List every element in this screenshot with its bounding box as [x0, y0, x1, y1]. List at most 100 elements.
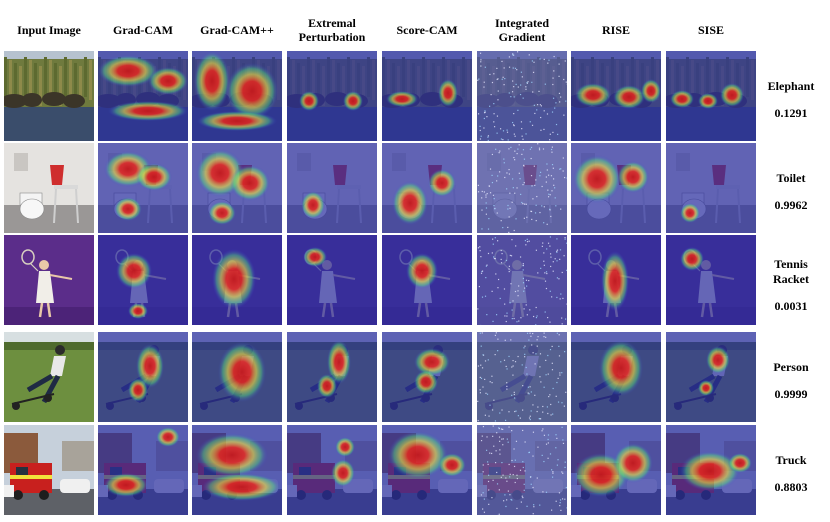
- saliency-map-grad-cam-truck: [98, 425, 188, 515]
- heatmap-overlay: [98, 235, 188, 325]
- heatmap-overlay: [571, 425, 661, 515]
- heatmap-overlay: [287, 332, 377, 422]
- row-label-truck: Truck 0.8803: [756, 453, 826, 495]
- saliency-map-grad-cam-tennis-racket: [192, 235, 282, 325]
- saliency-map-rise-tennis-racket: [571, 235, 661, 325]
- saliency-map-grad-cam-elephant: [98, 51, 188, 141]
- class-name: Truck: [775, 453, 807, 467]
- saliency-map-grad-cam-toilet: [192, 143, 282, 233]
- column-header-sise: SISE: [697, 23, 725, 37]
- confidence-score: 0.8803: [774, 480, 808, 494]
- input-image-toilet: [4, 143, 94, 233]
- saliency-map-extremal-perturbation-toilet: [287, 143, 377, 233]
- heatmap-overlay: [192, 51, 282, 141]
- heatmap-overlay: [571, 332, 661, 422]
- confidence-score: 0.9962: [774, 198, 808, 212]
- class-name: Tennis Racket: [773, 257, 809, 286]
- heatmap-overlay: [382, 425, 472, 515]
- row-label-elephant: Elephant 0.1291: [756, 79, 826, 121]
- saliency-map-sise-toilet: [666, 143, 756, 233]
- saliency-map-rise-toilet: [571, 143, 661, 233]
- saliency-map-integrated-gradient-toilet: [477, 143, 567, 233]
- heatmap-overlay: [666, 425, 756, 515]
- heatmap-overlay: [287, 51, 377, 141]
- confidence-score: 0.1291: [774, 106, 808, 120]
- class-name: Person: [773, 360, 809, 374]
- saliency-map-extremal-perturbation-truck: [287, 425, 377, 515]
- heatmap-overlay: [571, 235, 661, 325]
- saliency-map-integrated-gradient-person: [477, 332, 567, 422]
- photo: [4, 51, 94, 141]
- saliency-map-score-cam-elephant: [382, 51, 472, 141]
- saliency-map-rise-elephant: [571, 51, 661, 141]
- column-header-extremal-perturbation: Extremal Perturbation: [298, 16, 366, 44]
- saliency-map-score-cam-tennis-racket: [382, 235, 472, 325]
- heatmap-overlay: [382, 143, 472, 233]
- saliency-map-extremal-perturbation-elephant: [287, 51, 377, 141]
- heatmap-overlay: [477, 235, 567, 325]
- saliency-map-score-cam-truck: [382, 425, 472, 515]
- heatmap-overlay: [98, 332, 188, 422]
- saliency-map-sise-tennis-racket: [666, 235, 756, 325]
- heatmap-overlay: [192, 425, 282, 515]
- heatmap-overlay: [571, 143, 661, 233]
- column-header-grad-cam: Grad-CAM: [113, 23, 173, 37]
- column-header-input-image: Input Image: [17, 23, 81, 37]
- saliency-map-rise-person: [571, 332, 661, 422]
- heatmap-overlay: [477, 143, 567, 233]
- heatmap-overlay: [287, 425, 377, 515]
- saliency-map-grad-cam-truck: [192, 425, 282, 515]
- saliency-map-sise-person: [666, 332, 756, 422]
- class-name: Elephant: [767, 79, 815, 93]
- heatmap-overlay: [192, 143, 282, 233]
- heatmap-overlay: [287, 143, 377, 233]
- heatmap-overlay: [382, 332, 472, 422]
- heatmap-overlay: [287, 235, 377, 325]
- confidence-score: 0.0031: [774, 299, 808, 313]
- heatmap-overlay: [382, 235, 472, 325]
- heatmap-overlay: [571, 51, 661, 141]
- saliency-map-rise-truck: [571, 425, 661, 515]
- heatmap-overlay: [477, 51, 567, 141]
- row-label-person: Person 0.9999: [756, 360, 826, 402]
- saliency-map-score-cam-toilet: [382, 143, 472, 233]
- class-name: Toilet: [776, 171, 806, 185]
- heatmap-overlay: [382, 51, 472, 141]
- column-header-score-cam: Score-CAM: [396, 23, 458, 37]
- saliency-map-score-cam-person: [382, 332, 472, 422]
- heatmap-overlay: [477, 425, 567, 515]
- column-header-grad-cam: Grad-CAM++: [200, 23, 274, 37]
- saliency-map-integrated-gradient-truck: [477, 425, 567, 515]
- saliency-map-extremal-perturbation-tennis-racket: [287, 235, 377, 325]
- column-header-integrated-gradient: Integrated Gradient: [495, 16, 549, 44]
- heatmap-overlay: [192, 332, 282, 422]
- input-image-person: [4, 332, 94, 422]
- heatmap-overlay: [98, 51, 188, 141]
- heatmap-overlay: [666, 235, 756, 325]
- saliency-map-grad-cam-tennis-racket: [98, 235, 188, 325]
- heatmap-overlay: [477, 332, 567, 422]
- heatmap-overlay: [666, 51, 756, 141]
- saliency-map-grad-cam-person: [98, 332, 188, 422]
- input-image-tennis-racket: [4, 235, 94, 325]
- heatmap-overlay: [666, 143, 756, 233]
- saliency-map-integrated-gradient-tennis-racket: [477, 235, 567, 325]
- saliency-map-grad-cam-person: [192, 332, 282, 422]
- saliency-map-integrated-gradient-elephant: [477, 51, 567, 141]
- saliency-map-sise-truck: [666, 425, 756, 515]
- photo: [4, 332, 94, 422]
- row-label-tennis-racket: Tennis Racket 0.0031: [756, 257, 826, 314]
- saliency-map-sise-elephant: [666, 51, 756, 141]
- heatmap-overlay: [666, 332, 756, 422]
- saliency-map-extremal-perturbation-person: [287, 332, 377, 422]
- confidence-score: 0.9999: [774, 387, 808, 401]
- row-label-toilet: Toilet 0.9962: [756, 171, 826, 213]
- photo: [4, 425, 94, 515]
- heatmap-overlay: [98, 143, 188, 233]
- input-image-truck: [4, 425, 94, 515]
- input-image-elephant: [4, 51, 94, 141]
- photo: [4, 235, 94, 325]
- heatmap-overlay: [98, 425, 188, 515]
- saliency-map-grad-cam-elephant: [192, 51, 282, 141]
- photo: [4, 143, 94, 233]
